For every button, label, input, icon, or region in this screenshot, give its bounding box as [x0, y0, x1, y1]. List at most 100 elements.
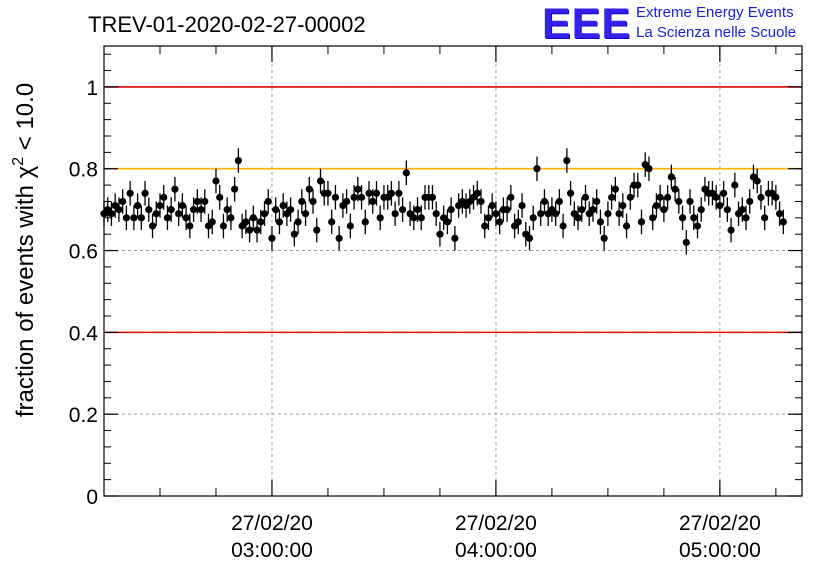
point-marker	[361, 218, 369, 226]
data-point	[141, 181, 149, 206]
point-marker	[678, 214, 687, 222]
point-marker	[776, 210, 784, 218]
data-point	[152, 201, 160, 226]
data-point	[432, 201, 440, 226]
point-marker	[335, 234, 343, 242]
logo-line-2: La Scienza nelle Scuole	[636, 24, 797, 41]
point-marker	[746, 197, 754, 206]
point-marker	[496, 218, 504, 226]
data-point	[738, 197, 746, 222]
data-point	[197, 197, 205, 222]
point-marker	[447, 206, 455, 214]
data-point	[335, 226, 343, 251]
point-marker	[428, 193, 437, 201]
data-point	[361, 209, 369, 235]
point-marker	[507, 193, 515, 201]
data-point	[133, 193, 142, 218]
point-marker	[309, 197, 317, 206]
data-point	[443, 209, 452, 235]
data-point	[656, 185, 664, 210]
data-point	[753, 168, 761, 194]
point-marker	[275, 218, 284, 226]
data-point	[163, 205, 172, 231]
point-marker	[664, 193, 672, 201]
data-point	[137, 205, 145, 231]
data-point	[723, 197, 731, 222]
point-marker	[671, 185, 679, 193]
data-point	[212, 168, 220, 194]
data-point	[552, 201, 560, 226]
point-marker	[316, 177, 325, 185]
data-point	[391, 201, 399, 226]
data-point	[160, 185, 168, 210]
data-point	[734, 201, 743, 226]
data-point	[354, 176, 362, 202]
data-point	[119, 189, 127, 214]
data-point	[245, 217, 254, 243]
point-marker	[301, 210, 310, 218]
data-point	[529, 205, 537, 231]
point-marker	[477, 197, 485, 206]
point-marker	[399, 206, 407, 214]
data-point	[604, 201, 612, 226]
point-marker	[514, 218, 522, 226]
data-point	[372, 181, 381, 206]
point-marker	[611, 185, 619, 193]
data-point	[772, 185, 780, 210]
data-point	[581, 185, 590, 210]
data-point	[649, 205, 657, 231]
point-marker	[369, 197, 377, 206]
point-marker	[693, 222, 702, 230]
point-marker	[175, 210, 183, 218]
data-point	[454, 193, 463, 218]
data-point	[720, 181, 728, 206]
point-marker	[720, 189, 728, 197]
data-point	[779, 209, 787, 235]
data-point	[727, 217, 735, 243]
data-point	[634, 172, 642, 198]
point-marker	[216, 193, 224, 201]
point-marker	[637, 218, 646, 226]
data-point	[279, 193, 287, 218]
data-point	[675, 189, 683, 214]
point-marker	[578, 206, 586, 214]
data-point	[652, 193, 661, 218]
x-tick-date-label: 27/02/20	[231, 512, 313, 535]
data-point	[339, 193, 347, 218]
x-axis: 27/02/20 03:00:00 27/02/20 04:00:00 27/02/20…	[103, 46, 777, 562]
point-marker	[234, 156, 242, 165]
data-point	[182, 205, 190, 231]
point-marker	[294, 218, 302, 226]
point-marker	[417, 214, 425, 222]
data-point	[189, 197, 198, 222]
data-point	[537, 201, 545, 226]
point-marker	[115, 206, 123, 214]
point-marker	[343, 197, 351, 206]
point-marker	[133, 201, 142, 210]
point-marker	[518, 201, 526, 210]
point-marker	[540, 197, 549, 206]
point-marker	[249, 214, 257, 222]
data-point	[514, 209, 522, 235]
data-point	[313, 217, 321, 243]
data-point	[387, 181, 396, 206]
data-point	[208, 209, 216, 235]
data-point	[264, 189, 272, 214]
point-marker	[387, 189, 396, 197]
data-point	[768, 181, 776, 206]
page-title: TREV-01-2020-02-27-00002	[88, 12, 366, 37]
data-point	[708, 181, 717, 206]
point-marker	[290, 230, 298, 238]
point-marker	[160, 193, 168, 201]
data-point	[660, 197, 668, 222]
y-tick-label: 1	[86, 77, 98, 100]
data-point	[175, 201, 183, 226]
data-point	[477, 189, 485, 214]
point-marker	[600, 234, 608, 242]
x-tick-time-label: 04:00:00	[455, 539, 537, 562]
data-point	[608, 185, 616, 210]
data-point	[201, 189, 209, 214]
point-marker	[145, 206, 153, 214]
point-marker	[443, 218, 452, 226]
point-marker	[357, 193, 366, 201]
